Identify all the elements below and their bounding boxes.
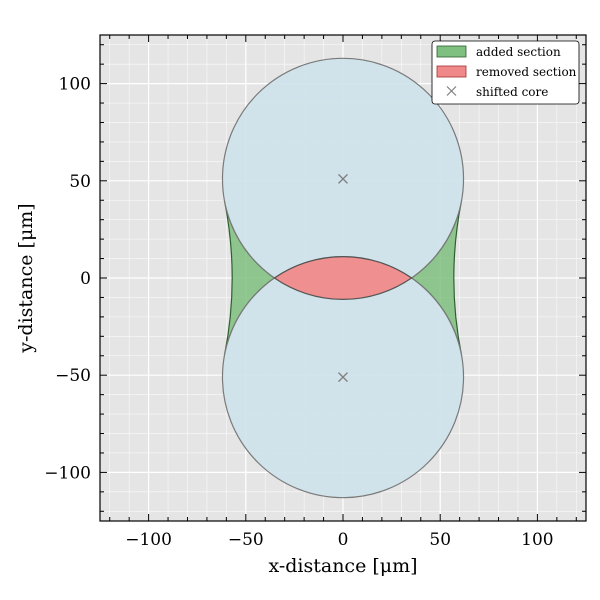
y-tick-label: −50 xyxy=(55,366,91,386)
x-axis-label: x-distance [μm] xyxy=(268,555,417,577)
legend-label-removed: removed section xyxy=(476,65,577,79)
y-tick-label: 50 xyxy=(69,172,91,192)
legend-label-shifted-core: shifted core xyxy=(476,85,548,99)
axis-ticks xyxy=(100,35,586,521)
y-tick-label: 0 xyxy=(80,269,91,289)
tick-labels: −100 −50 0 50 100 −100 −50 0 50 100 xyxy=(44,75,553,550)
legend-swatch-added xyxy=(436,45,467,58)
x-tick-label: 0 xyxy=(338,530,349,550)
shifted-core-markers xyxy=(338,173,348,383)
x-tick-label: 50 xyxy=(429,530,451,550)
x-tick-label: 100 xyxy=(521,530,553,550)
shifted-core-marker xyxy=(338,372,348,383)
shapes xyxy=(221,57,465,499)
legend-marker-shifted-core xyxy=(446,86,457,96)
legend: added section removed section shifted co… xyxy=(431,40,580,105)
shifted-core-marker xyxy=(338,173,348,184)
x-tick-label: −50 xyxy=(228,530,264,550)
legend-label-added: added section xyxy=(476,45,561,59)
x-tick-label: −100 xyxy=(125,530,172,550)
legend-box xyxy=(431,40,580,105)
legend-swatch-removed xyxy=(436,65,467,78)
y-axis-label: y-distance [μm] xyxy=(15,203,37,353)
plot-area: −100 −50 0 50 100 −100 −50 0 50 100 xyxy=(44,34,587,550)
y-tick-label: 100 xyxy=(59,75,91,95)
y-tick-label: −100 xyxy=(44,463,91,483)
removed-section xyxy=(273,256,413,300)
